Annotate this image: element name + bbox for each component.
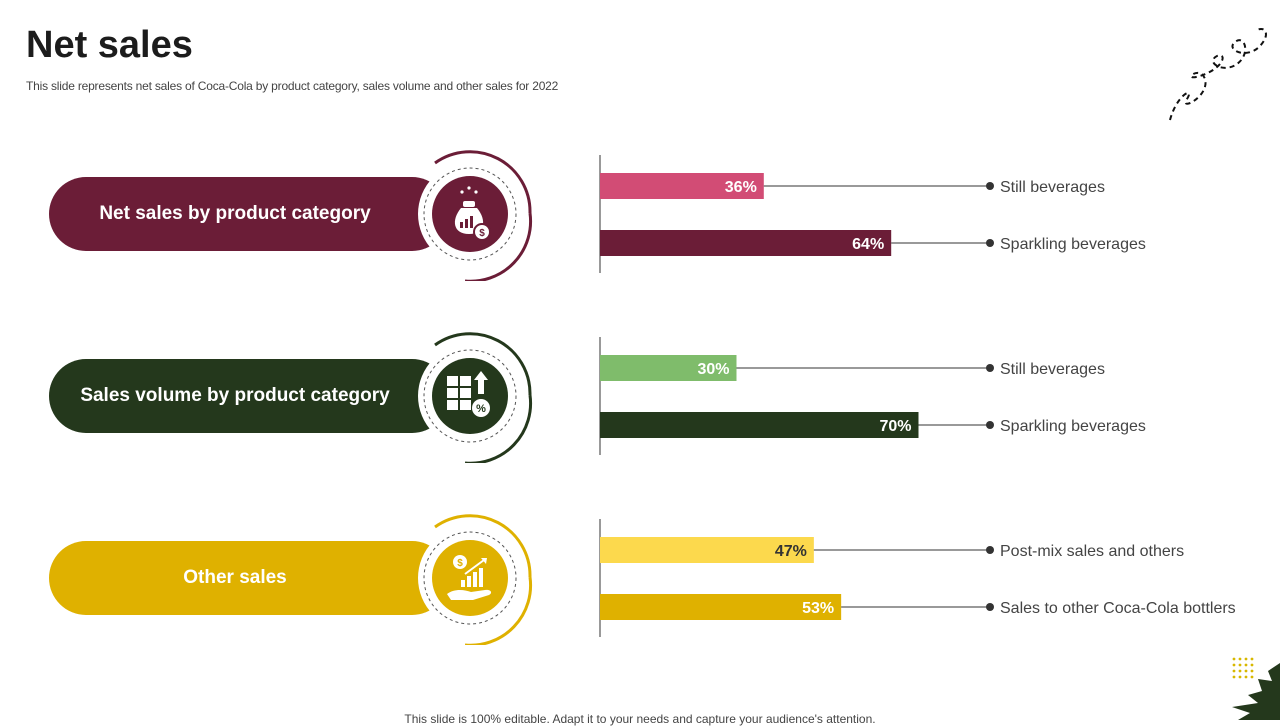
chart-bar bbox=[600, 412, 919, 438]
chart-bar bbox=[600, 173, 764, 199]
money-bag-icon: $ bbox=[454, 186, 491, 241]
chart-connector-dot bbox=[986, 421, 994, 429]
other-sales-chart: 47% Post-mix sales and others 53% Sales to … bbox=[599, 519, 1236, 637]
net-sales-category-chart: 36% Still beverages 64% Sparkling beverages bbox=[599, 155, 1146, 273]
chart-category-label: Still beverages bbox=[1000, 361, 1105, 378]
chart-bar-value-label: 47% bbox=[775, 543, 807, 560]
hand-growth-icon-badge: $ bbox=[418, 514, 533, 645]
chart-connector-dot bbox=[986, 239, 994, 247]
chart-bar bbox=[600, 355, 737, 381]
sales-volume-category-pill: Sales volume by product category bbox=[49, 359, 449, 433]
boxes-growth-icon: % bbox=[447, 371, 490, 417]
chart-bar bbox=[600, 594, 842, 620]
chart-category-label: Sales to other Coca-Cola bottlers bbox=[1000, 600, 1236, 617]
boxes-growth-icon-badge: % bbox=[418, 332, 533, 463]
page-title: Net sales bbox=[26, 24, 193, 66]
chart-connector-dot bbox=[986, 546, 994, 554]
hand-growth-icon: $ bbox=[447, 555, 492, 600]
chart-bar-value-label: 64% bbox=[852, 236, 884, 253]
page-subtitle: This slide represents net sales of Coca-… bbox=[26, 79, 559, 93]
chart-bar bbox=[600, 537, 814, 563]
corner-leaf-decoration bbox=[1232, 657, 1280, 720]
other-sales-pill: Other sales bbox=[49, 541, 449, 615]
chart-bar-value-label: 53% bbox=[802, 600, 834, 617]
svg-text:%: % bbox=[476, 403, 486, 415]
chart-bar bbox=[600, 230, 892, 256]
chart-category-label: Sparkling beverages bbox=[1000, 236, 1146, 253]
pill-label: Sales volume by product category bbox=[80, 385, 390, 406]
svg-text:$: $ bbox=[479, 228, 485, 239]
chart-connector-dot bbox=[986, 364, 994, 372]
sales-volume-category-chart: 30% Still beverages 70% Sparkling beverages bbox=[599, 337, 1146, 455]
footer-note: This slide is 100% editable. Adapt it to… bbox=[404, 712, 876, 726]
net-sales-category-pill: Net sales by product category bbox=[49, 177, 449, 251]
dashed-loops-decoration bbox=[1169, 28, 1267, 121]
chart-category-label: Post-mix sales and others bbox=[1000, 543, 1184, 560]
chart-category-label: Sparkling beverages bbox=[1000, 418, 1146, 435]
chart-bar-value-label: 70% bbox=[879, 418, 911, 435]
money-bag-icon-badge: $ bbox=[418, 150, 533, 281]
chart-connector-dot bbox=[986, 603, 994, 611]
pill-label: Other sales bbox=[183, 567, 287, 588]
pill-label: Net sales by product category bbox=[99, 203, 371, 224]
chart-category-label: Still beverages bbox=[1000, 179, 1105, 196]
chart-bar-value-label: 30% bbox=[697, 361, 729, 378]
chart-connector-dot bbox=[986, 182, 994, 190]
svg-text:$: $ bbox=[457, 558, 463, 569]
chart-bar-value-label: 36% bbox=[725, 179, 757, 196]
